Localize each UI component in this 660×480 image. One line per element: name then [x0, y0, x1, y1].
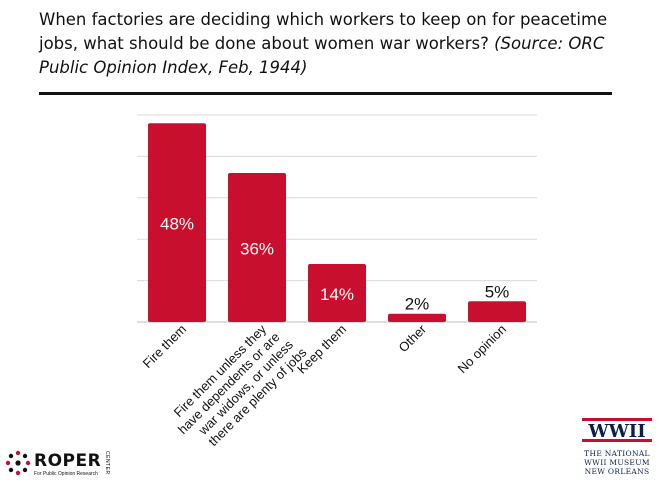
title-divider [39, 92, 612, 95]
bar-3 [388, 313, 446, 322]
bar-0 [148, 123, 206, 322]
wwii-museum-logo: WWII THE NATIONAL WWII MUSEUM NEW ORLEAN… [575, 418, 659, 480]
bar-4 [468, 301, 526, 322]
museum-line-1: THE NATIONAL [584, 449, 650, 458]
roper-name: ROPER [34, 451, 102, 471]
bar-value-label: 48% [160, 215, 194, 234]
museum-logo-text: WWII [587, 421, 645, 442]
bar-value-label: 36% [240, 239, 274, 258]
museum-line-3: NEW ORLEANS [584, 467, 650, 476]
bar-value-label: 5% [485, 282, 510, 301]
x-tick-label: No opinion [455, 322, 510, 377]
wwii-museum-icon: WWII [582, 418, 652, 442]
bar-2 [308, 264, 366, 322]
source-text: (Source: ORC Public Opinion Index, Feb, … [39, 34, 605, 77]
roper-logo: ROPER CENTER For Public Opinion Research [4, 449, 114, 479]
question-text: When factories are deciding which worker… [39, 10, 608, 53]
x-tick-label: Other [396, 321, 430, 355]
roper-dots-icon [5, 450, 31, 476]
roper-center-text: CENTER [104, 451, 110, 475]
roper-tagline: For Public Opinion Research [34, 471, 98, 477]
bar-1 [228, 172, 286, 322]
bar-value-label: 2% [405, 295, 430, 314]
chart-title: When factories are deciding which worker… [39, 8, 629, 80]
museum-line-2: WWII MUSEUM [584, 458, 650, 467]
x-tick-label: Fire them [140, 322, 189, 371]
bar-value-label: 14% [320, 285, 354, 304]
